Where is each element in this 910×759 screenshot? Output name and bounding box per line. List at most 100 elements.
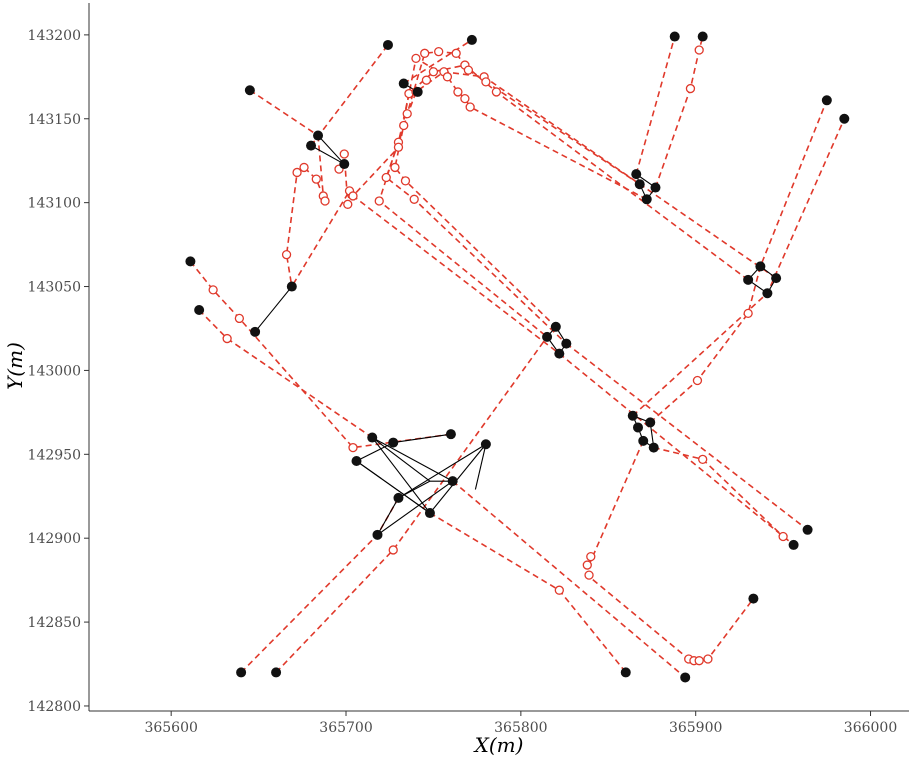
route-point bbox=[374, 196, 384, 206]
x-tick-label: 365600 bbox=[144, 720, 197, 736]
node-point bbox=[367, 432, 378, 443]
link-segment bbox=[371, 437, 453, 482]
node-point bbox=[697, 31, 708, 42]
node-point bbox=[620, 667, 631, 678]
route-point bbox=[420, 48, 430, 58]
node-point bbox=[561, 338, 572, 349]
route-point bbox=[586, 551, 596, 562]
node-point bbox=[447, 476, 458, 487]
route-path bbox=[385, 64, 749, 345]
route-path bbox=[310, 44, 389, 147]
node-point bbox=[480, 439, 491, 450]
y-tick-label: 143200 bbox=[28, 28, 81, 44]
node-point bbox=[632, 422, 643, 433]
node-point bbox=[286, 281, 297, 292]
link-segment bbox=[377, 497, 399, 536]
route-point bbox=[348, 442, 358, 453]
route-point bbox=[348, 191, 358, 201]
node-point bbox=[351, 456, 362, 467]
y-tick-label: 143100 bbox=[28, 196, 81, 212]
x-tick-label: 366000 bbox=[844, 720, 897, 736]
node-point bbox=[771, 273, 782, 284]
route-path bbox=[649, 100, 828, 423]
route-point bbox=[491, 87, 502, 97]
route-point bbox=[582, 560, 592, 570]
route-path bbox=[654, 36, 704, 188]
route-point bbox=[299, 162, 309, 173]
route-point bbox=[411, 53, 421, 64]
node-point bbox=[542, 331, 553, 342]
route-path bbox=[586, 440, 755, 662]
route-point bbox=[694, 656, 704, 666]
route-point bbox=[463, 65, 474, 75]
link-segment bbox=[254, 286, 293, 333]
y-tick-label: 142900 bbox=[28, 531, 81, 547]
node-point bbox=[650, 182, 661, 193]
route-path bbox=[240, 497, 400, 673]
node-point bbox=[250, 326, 261, 337]
y-tick-label: 143050 bbox=[28, 280, 81, 296]
route-point bbox=[390, 162, 400, 173]
route-path bbox=[275, 336, 548, 673]
node-point bbox=[631, 169, 642, 180]
node-point bbox=[680, 672, 691, 683]
y-tick-label: 142850 bbox=[28, 615, 81, 631]
node-point bbox=[271, 667, 282, 678]
routes-layer bbox=[189, 36, 846, 679]
node-point bbox=[743, 274, 754, 285]
open-points-layer bbox=[208, 45, 788, 666]
route-point bbox=[465, 102, 475, 112]
route-path bbox=[635, 36, 676, 175]
route-point bbox=[778, 531, 788, 542]
route-point bbox=[743, 308, 753, 319]
route-point bbox=[421, 75, 432, 85]
node-point bbox=[627, 410, 638, 421]
route-path bbox=[403, 39, 473, 85]
route-point bbox=[393, 142, 404, 152]
node-point bbox=[313, 130, 324, 141]
route-point bbox=[399, 120, 409, 131]
node-point bbox=[839, 113, 850, 124]
route-point bbox=[281, 250, 292, 260]
route-point bbox=[481, 77, 491, 87]
route-point bbox=[234, 313, 245, 324]
route-path bbox=[452, 480, 686, 679]
node-point bbox=[382, 39, 393, 50]
node-point bbox=[748, 593, 759, 604]
route-point bbox=[554, 585, 564, 595]
link-segment bbox=[356, 460, 431, 514]
x-tick-label: 365800 bbox=[494, 720, 547, 736]
node-point bbox=[466, 34, 477, 45]
node-point bbox=[648, 442, 659, 453]
route-point bbox=[343, 199, 353, 209]
route-path bbox=[291, 153, 351, 287]
links-layer bbox=[254, 83, 777, 536]
node-point bbox=[762, 288, 773, 299]
route-path bbox=[565, 342, 809, 531]
route-path bbox=[189, 260, 452, 449]
node-point bbox=[412, 86, 423, 97]
route-point bbox=[451, 48, 461, 58]
link-segment bbox=[393, 433, 451, 444]
route-point bbox=[692, 375, 703, 386]
route-path bbox=[198, 309, 373, 439]
node-point bbox=[306, 140, 317, 151]
route-point bbox=[698, 454, 708, 464]
node-point bbox=[755, 261, 766, 272]
x-axis: 365600 365700 365800 365900 366000 bbox=[144, 711, 897, 736]
node-point bbox=[388, 437, 399, 448]
route-point bbox=[402, 109, 412, 119]
route-point bbox=[339, 149, 349, 159]
link-segment bbox=[371, 437, 431, 482]
route-point bbox=[320, 196, 330, 206]
route-point bbox=[460, 93, 470, 104]
route-point bbox=[381, 172, 391, 183]
node-point bbox=[638, 435, 649, 446]
node-point bbox=[194, 305, 205, 316]
node-point bbox=[445, 429, 456, 440]
route-path bbox=[558, 352, 795, 546]
y-tick-label: 142800 bbox=[28, 699, 81, 715]
y-tick-label: 143150 bbox=[28, 112, 81, 128]
x-tick-label: 365700 bbox=[319, 720, 372, 736]
y-axis: 142800 142850 142900 142950 143000 143050 1431… bbox=[28, 28, 89, 715]
